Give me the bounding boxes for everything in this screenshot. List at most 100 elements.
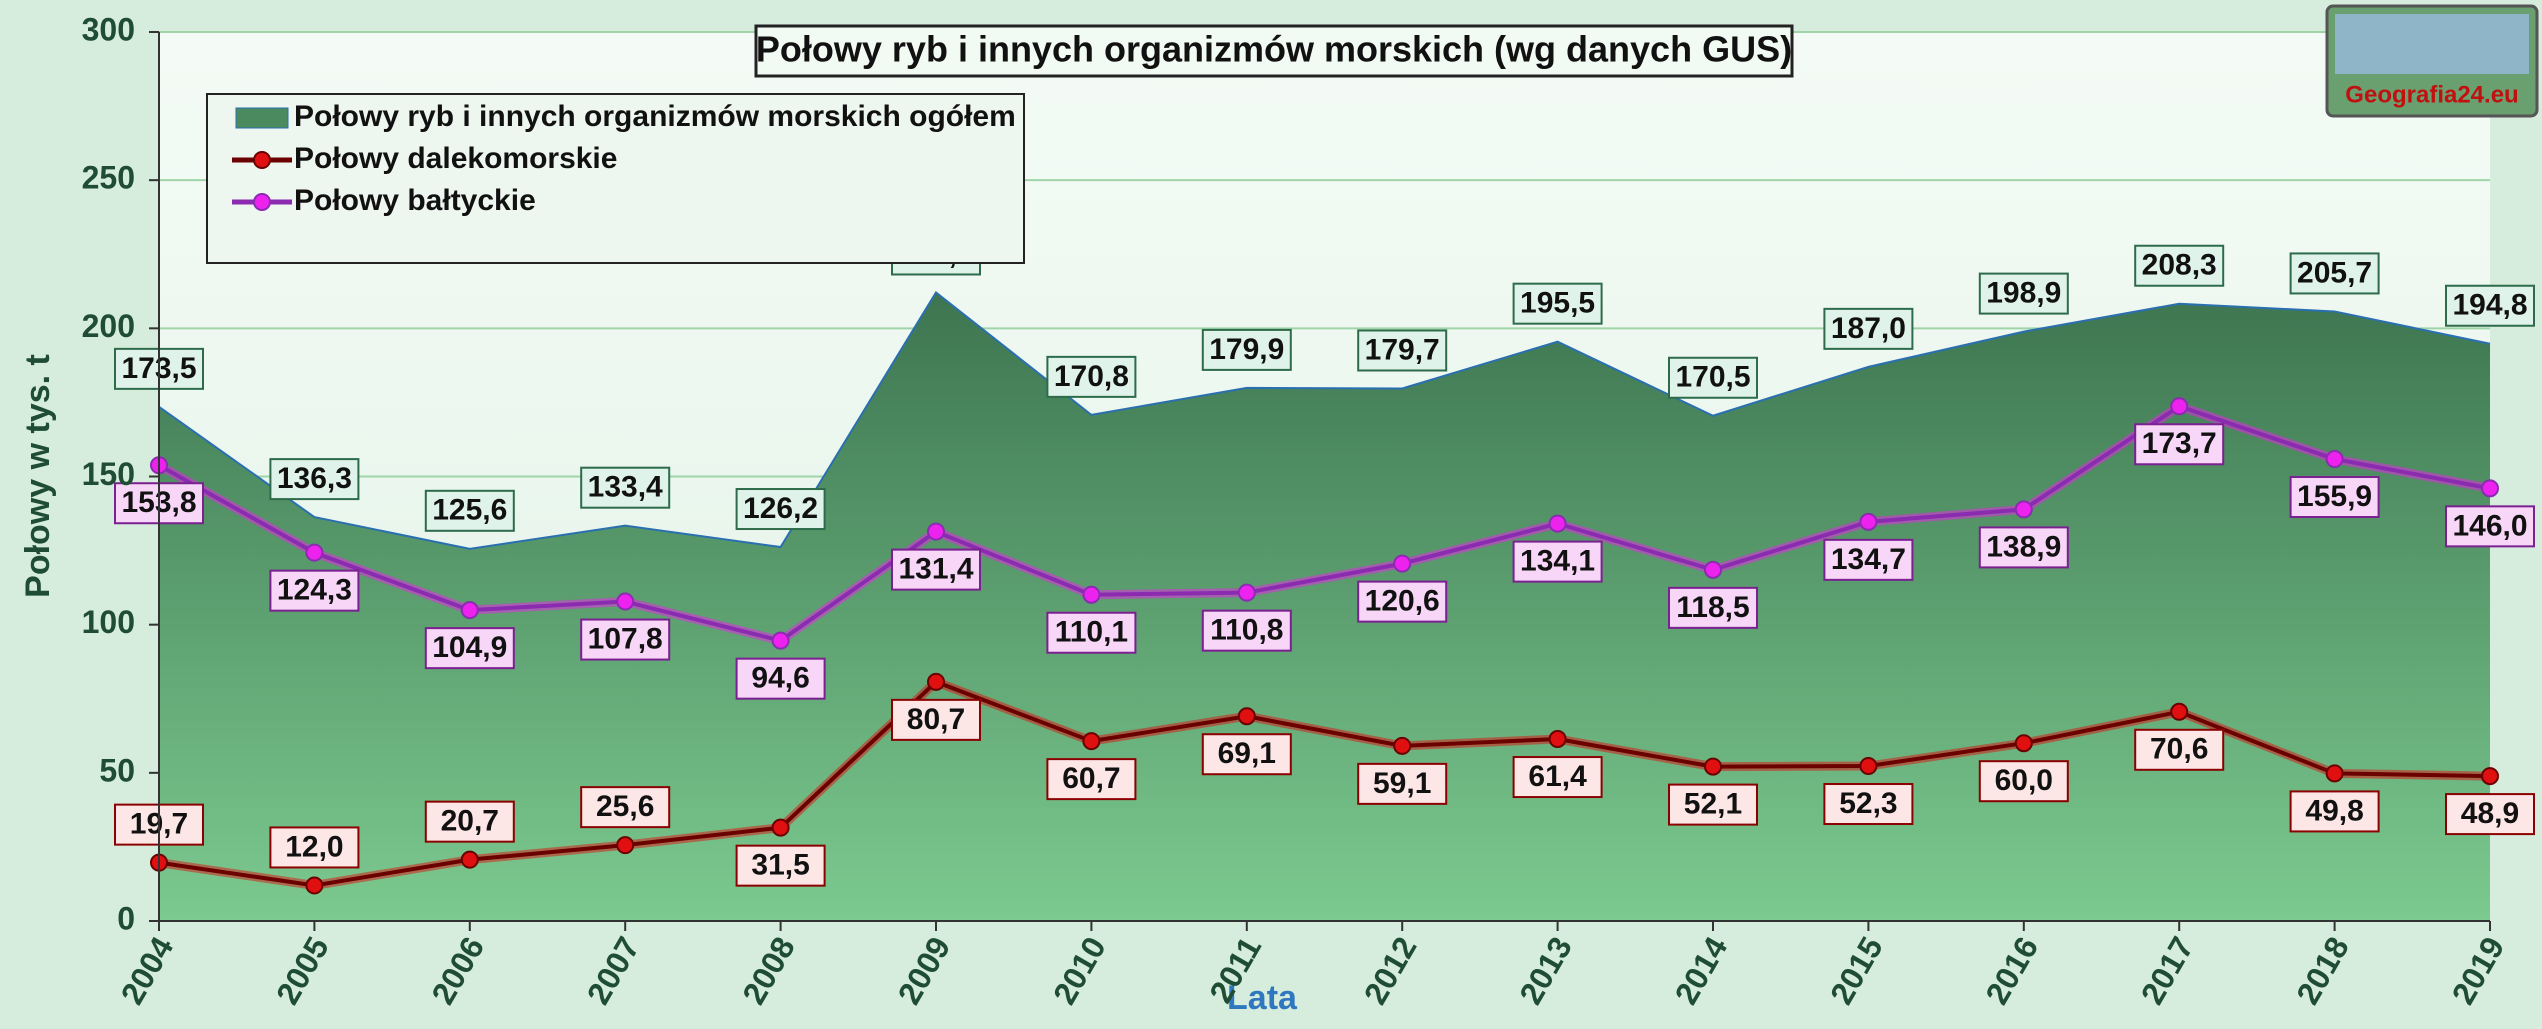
- legend-label: Połowy dalekomorskie: [294, 142, 617, 175]
- data-label-text: 170,5: [1675, 361, 1750, 394]
- data-label: 59,1: [1358, 764, 1446, 804]
- data-label: 136,3: [270, 459, 358, 499]
- data-label-text: 120,6: [1365, 585, 1440, 618]
- y-axis-title: Połowy w tys. t: [19, 354, 57, 598]
- marker: [617, 594, 633, 610]
- data-label-text: 138,9: [1986, 530, 2061, 563]
- x-tick-label: 2008: [735, 931, 802, 1011]
- data-label-text: 48,9: [2461, 797, 2519, 830]
- data-label: 31,5: [737, 846, 825, 886]
- data-label-text: 104,9: [432, 631, 507, 664]
- marker: [1705, 759, 1721, 775]
- x-tick-label: 2013: [1512, 931, 1579, 1011]
- data-label: 70,6: [2135, 730, 2223, 770]
- data-label-text: 146,0: [2452, 509, 2527, 542]
- data-label-text: 205,7: [2297, 256, 2372, 289]
- data-label: 179,9: [1203, 330, 1291, 370]
- data-label-text: 136,3: [277, 462, 352, 495]
- legend-marker: [254, 152, 270, 168]
- marker: [2016, 501, 2032, 517]
- data-label-text: 12,0: [285, 830, 343, 863]
- data-label: 60,7: [1047, 759, 1135, 799]
- data-label: 110,8: [1203, 611, 1291, 651]
- y-tick-label: 150: [82, 456, 135, 492]
- data-label-text: 52,3: [1839, 787, 1897, 820]
- data-label-text: 155,9: [2297, 480, 2372, 513]
- logo-text: Geografia24.eu: [2345, 81, 2518, 108]
- x-tick-label: 2017: [2134, 931, 2201, 1011]
- data-label-text: 110,1: [1055, 616, 1128, 649]
- data-label-text: 208,3: [2142, 249, 2217, 282]
- logo-picture: [2335, 14, 2529, 74]
- data-label: 52,3: [1824, 784, 1912, 824]
- data-label: 134,7: [1824, 540, 1912, 580]
- legend-label: Połowy bałtyckie: [294, 184, 536, 217]
- data-label: 195,5: [1514, 284, 1602, 324]
- data-label-text: 52,1: [1684, 788, 1742, 821]
- data-label: 12,0: [270, 827, 358, 867]
- chart-title: Połowy ryb i innych organizmów morskich …: [756, 29, 1792, 70]
- y-tick-label: 200: [82, 308, 135, 344]
- data-label: 48,9: [2446, 794, 2534, 834]
- marker: [1394, 738, 1410, 754]
- data-label: 208,3: [2135, 246, 2223, 286]
- data-label-text: 70,6: [2150, 733, 2208, 766]
- marker: [2016, 735, 2032, 751]
- data-label-text: 107,8: [588, 622, 663, 655]
- marker: [1860, 514, 1876, 530]
- data-label-text: 126,2: [743, 492, 818, 525]
- data-label: 138,9: [1980, 527, 2068, 567]
- marker: [2171, 704, 2187, 720]
- data-label-text: 25,6: [596, 790, 654, 823]
- data-label-text: 69,1: [1218, 737, 1276, 770]
- data-label: 110,1: [1047, 613, 1135, 653]
- marker: [1239, 585, 1255, 601]
- data-label-text: 59,1: [1373, 767, 1431, 800]
- data-label: 69,1: [1203, 734, 1291, 774]
- data-label: 49,8: [2291, 791, 2379, 831]
- y-tick-label: 300: [82, 11, 135, 47]
- marker: [928, 674, 944, 690]
- title-box: Połowy ryb i innych organizmów morskich …: [756, 26, 1792, 76]
- data-label: 131,4: [892, 550, 980, 590]
- x-tick-label: 2007: [580, 931, 647, 1011]
- x-tick-label: 2004: [114, 931, 181, 1011]
- x-tick-label: 2006: [424, 931, 491, 1011]
- data-label-text: 49,8: [2305, 794, 2363, 827]
- legend-swatch: [236, 108, 288, 128]
- y-tick-label: 100: [82, 604, 135, 640]
- data-label-text: 173,7: [2142, 427, 2217, 460]
- data-label: 155,9: [2291, 477, 2379, 517]
- marker: [2482, 768, 2498, 784]
- y-tick-label: 250: [82, 160, 135, 196]
- marker: [1550, 731, 1566, 747]
- data-label-text: 20,7: [441, 805, 499, 838]
- marker: [773, 820, 789, 836]
- marker: [1860, 758, 1876, 774]
- marker: [1394, 556, 1410, 572]
- data-label: 134,1: [1514, 542, 1602, 582]
- data-label: 133,4: [581, 468, 669, 508]
- data-label: 126,2: [737, 489, 825, 529]
- data-label: 170,5: [1669, 358, 1757, 398]
- marker: [306, 877, 322, 893]
- data-label: 104,9: [426, 628, 514, 668]
- data-label: 52,1: [1669, 785, 1757, 825]
- data-label: 170,8: [1047, 357, 1135, 397]
- data-label: 179,7: [1358, 330, 1446, 370]
- data-label-text: 125,6: [432, 494, 507, 527]
- data-label-text: 80,7: [907, 703, 965, 736]
- data-label: 194,8: [2446, 286, 2534, 326]
- legend-marker: [254, 194, 270, 210]
- x-tick-label: 2018: [2289, 931, 2356, 1011]
- data-label-text: 187,0: [1831, 312, 1906, 345]
- data-label: 61,4: [1514, 757, 1602, 797]
- data-label-text: 31,5: [751, 849, 809, 882]
- data-label: 118,5: [1669, 588, 1757, 628]
- x-tick-label: 2010: [1046, 931, 1113, 1011]
- data-label-text: 61,4: [1528, 760, 1587, 793]
- marker: [928, 524, 944, 540]
- data-label: 20,7: [426, 802, 514, 842]
- data-label: 125,6: [426, 491, 514, 531]
- legend: Połowy ryb i innych organizmów morskich …: [207, 94, 1024, 263]
